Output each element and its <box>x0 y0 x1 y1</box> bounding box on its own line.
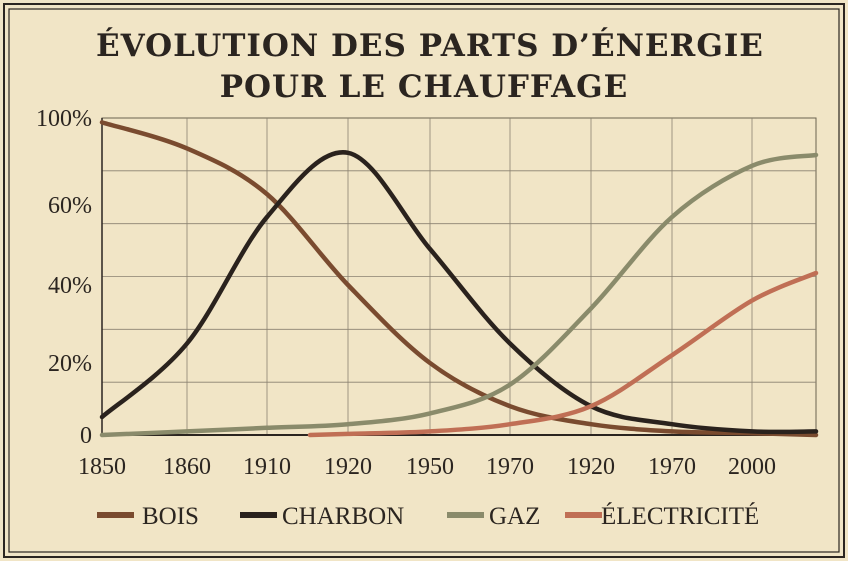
chart-title-line-2: POUR LE CHAUFFAGE <box>220 69 629 105</box>
legend-label: GAZ <box>489 503 540 530</box>
x-tick-label: 1910 <box>243 454 291 480</box>
series-line-électricité <box>307 270 819 438</box>
legend-label: ÉLECTRICITÉ <box>601 502 759 530</box>
grid <box>101 117 817 436</box>
y-tick-label: 40% <box>48 273 92 299</box>
series-line-bois <box>99 120 819 438</box>
series-line-gaz <box>99 152 819 438</box>
series-lines <box>99 120 819 438</box>
y-tick-label: 100% <box>36 106 92 132</box>
legend: BOIS CHARBON GAZ ÉLECTRICITÉ <box>97 502 759 530</box>
y-tick-label: 60% <box>48 193 92 219</box>
legend-label: BOIS <box>142 503 199 530</box>
x-tick-label: 1850 <box>78 454 126 480</box>
legend-label: CHARBON <box>282 503 404 530</box>
y-axis-ticks: 0 20% 40% 60% 100% <box>36 106 92 449</box>
series-line-charbon <box>99 150 819 435</box>
outer-frame <box>3 3 845 558</box>
x-tick-label: 1920 <box>324 454 372 480</box>
x-tick-label: 1860 <box>163 454 211 480</box>
x-axis-ticks: 1850 1860 1910 1920 1950 1970 1920 1970 2000 <box>78 454 776 480</box>
x-tick-label: 1970 <box>648 454 696 480</box>
y-tick-label: 20% <box>48 351 92 377</box>
chart-title-line-1: ÉVOLUTION DES PARTS D’ÉNERGIE <box>96 26 764 64</box>
x-tick-label: 2000 <box>728 454 776 480</box>
y-tick-label: 0 <box>80 423 92 449</box>
inner-frame <box>8 8 840 553</box>
x-tick-label: 1970 <box>486 454 534 480</box>
x-tick-label: 1950 <box>406 454 454 480</box>
x-tick-label: 1920 <box>567 454 615 480</box>
